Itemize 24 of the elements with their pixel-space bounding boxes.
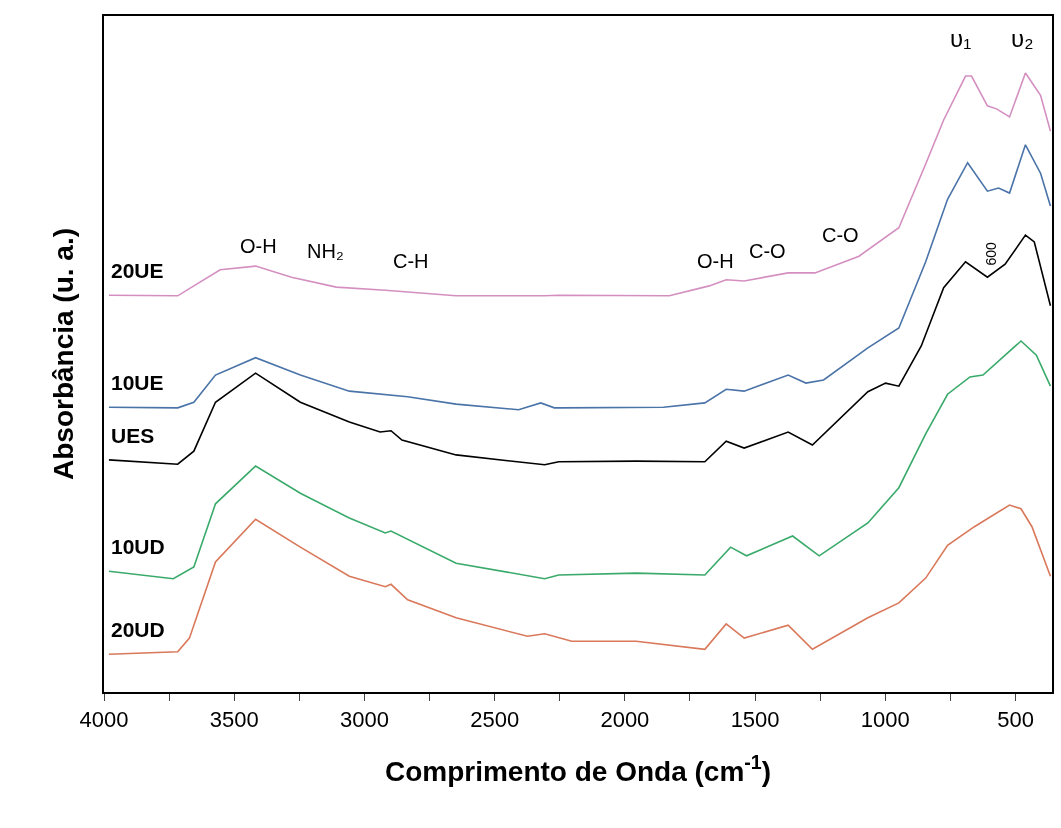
- x-tick-label: 3000: [339, 707, 389, 733]
- annotation: C-O: [749, 240, 786, 262]
- annotation: C-H: [393, 250, 429, 272]
- annotation: NH₂: [307, 240, 344, 262]
- annotation: O-H: [697, 250, 734, 272]
- text: υ₁: [950, 25, 972, 52]
- series-label: 10UD: [111, 535, 165, 558]
- series-label: UES: [111, 424, 155, 447]
- x-tick-label: 2000: [600, 707, 650, 733]
- series-label: 20UD: [111, 618, 165, 641]
- series-label: 20UE: [111, 259, 164, 282]
- annotation: C-O: [822, 224, 859, 246]
- x-axis-title: Comprimento de Onda (cm$^{-1}$): [384, 750, 772, 787]
- x-tick-label: 1000: [860, 707, 910, 733]
- x-tick-label: 1500: [730, 707, 780, 733]
- x-tick-label: 3500: [209, 707, 259, 733]
- series-label: 10UE: [111, 371, 164, 394]
- x-tick-label: 500: [997, 707, 1034, 733]
- y-axis-title: Absorbância (u. a.): [48, 227, 80, 481]
- annotation: 600: [983, 241, 1000, 266]
- annotation: O-H: [240, 235, 277, 257]
- x-tick-label: 2500: [470, 707, 520, 733]
- text: υ₂: [1011, 25, 1034, 52]
- x-tick-label: 4000: [79, 707, 129, 733]
